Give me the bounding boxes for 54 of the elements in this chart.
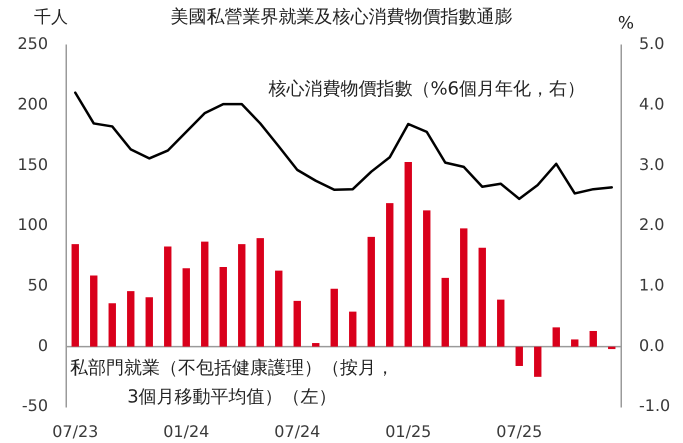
bar <box>72 244 79 347</box>
y-tick-label: 200 <box>17 94 48 114</box>
y-axis-title: 千人 <box>34 7 68 28</box>
y2-tick-label: 2.0 <box>639 215 664 234</box>
bar <box>127 291 134 347</box>
bar <box>442 278 449 347</box>
bar <box>330 288 338 347</box>
bar <box>256 238 264 347</box>
bar <box>349 312 356 347</box>
bar <box>312 343 320 347</box>
y2-tick-label: 5.0 <box>639 34 664 54</box>
bar <box>608 346 616 350</box>
bar <box>497 300 504 347</box>
bar <box>238 244 246 347</box>
bar <box>571 339 578 347</box>
y-tick-label: 0 <box>38 336 48 355</box>
bar <box>220 267 227 347</box>
bar <box>386 203 394 347</box>
x-tick-label: 01/24 <box>163 422 210 441</box>
y2-tick-label: 0.0 <box>639 336 664 355</box>
bar <box>516 346 523 366</box>
x-tick-label: 01/25 <box>385 422 432 441</box>
bar <box>275 270 282 347</box>
bar <box>368 236 375 347</box>
bar <box>146 297 153 347</box>
bar <box>164 246 172 347</box>
y-tick-label: 100 <box>17 215 48 234</box>
x-tick-label: 07/23 <box>52 422 98 441</box>
y2-tick-label: -1.0 <box>639 396 670 416</box>
y2-tick-label: 4.0 <box>639 94 664 114</box>
bar <box>404 162 412 347</box>
bar <box>182 268 190 347</box>
x-tick-label: 07/25 <box>496 422 542 441</box>
bar <box>552 327 560 347</box>
bar <box>423 210 430 347</box>
chart-title: 美國私營業界就業及核心消費物價指數通膨 <box>170 6 512 28</box>
y2-tick-label: 3.0 <box>639 154 664 174</box>
x-tick-label: 07/24 <box>274 422 320 441</box>
bar <box>201 242 208 347</box>
y2-axis-title: % <box>618 13 634 34</box>
series-label: 私部門就業（不包括健康護理）（按月，3個月移動平均值）（左） <box>70 357 394 408</box>
y-tick-label: 150 <box>17 154 48 174</box>
y-tick-label: -50 <box>22 396 48 416</box>
y2-tick-label: 1.0 <box>639 275 664 294</box>
bar <box>590 330 597 347</box>
y-tick-label: 50 <box>28 275 48 294</box>
bar <box>108 303 116 347</box>
bar <box>534 346 542 377</box>
bar <box>294 300 301 347</box>
y-tick-label: 250 <box>17 34 48 54</box>
bar <box>90 275 98 347</box>
bar <box>460 228 468 347</box>
series-label: 核心消費物價指數（%6個月年化，右） <box>267 78 585 100</box>
bar <box>478 248 486 347</box>
